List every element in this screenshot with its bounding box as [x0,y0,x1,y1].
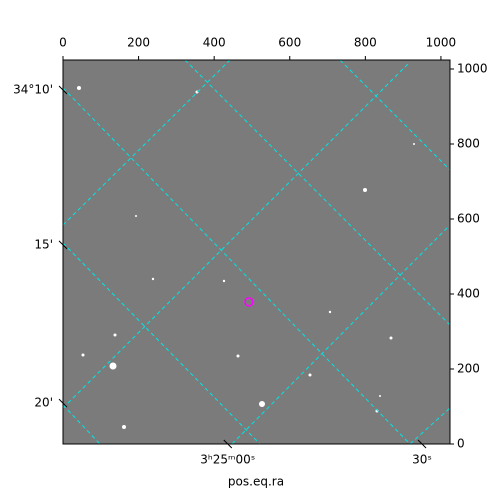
y-tick-label: 800 [457,137,480,151]
wcs-y-tick-label: 20' [34,396,53,410]
wcs-x-tick-label: 30ˢ [412,453,432,467]
wcs-y-tick [58,240,68,250]
wcs-y-tick-label: 34°10' [13,83,53,97]
x-tick-label: 400 [203,36,226,50]
plot-frame [62,59,451,445]
y-tick-label: 1000 [457,62,488,76]
wcs-grid [63,60,450,444]
x-tick-label: 600 [278,36,301,50]
x-axis-label: pos.eq.ra [228,475,284,489]
stars [77,86,415,429]
wcs-y-tick [58,85,68,95]
wcs-x-tick-label: 3ʰ25ᵐ00ˢ [200,453,255,467]
y-tick-label: 400 [457,287,480,301]
y-tick-label: 0 [457,437,465,451]
wcs-y-tick [58,398,68,408]
x-tick-label: 1000 [426,36,457,50]
y-tick-label: 600 [457,212,480,226]
wcs-x-tick [417,439,427,449]
x-tick-label: 800 [354,36,377,50]
wcs-y-tick-label: 15' [34,237,53,251]
sky-image [63,60,450,444]
target-marker [244,297,254,307]
x-tick-label: 200 [127,36,150,50]
x-tick-label: 0 [59,36,67,50]
y-tick-label: 200 [457,362,480,376]
wcs-x-tick [223,439,233,449]
